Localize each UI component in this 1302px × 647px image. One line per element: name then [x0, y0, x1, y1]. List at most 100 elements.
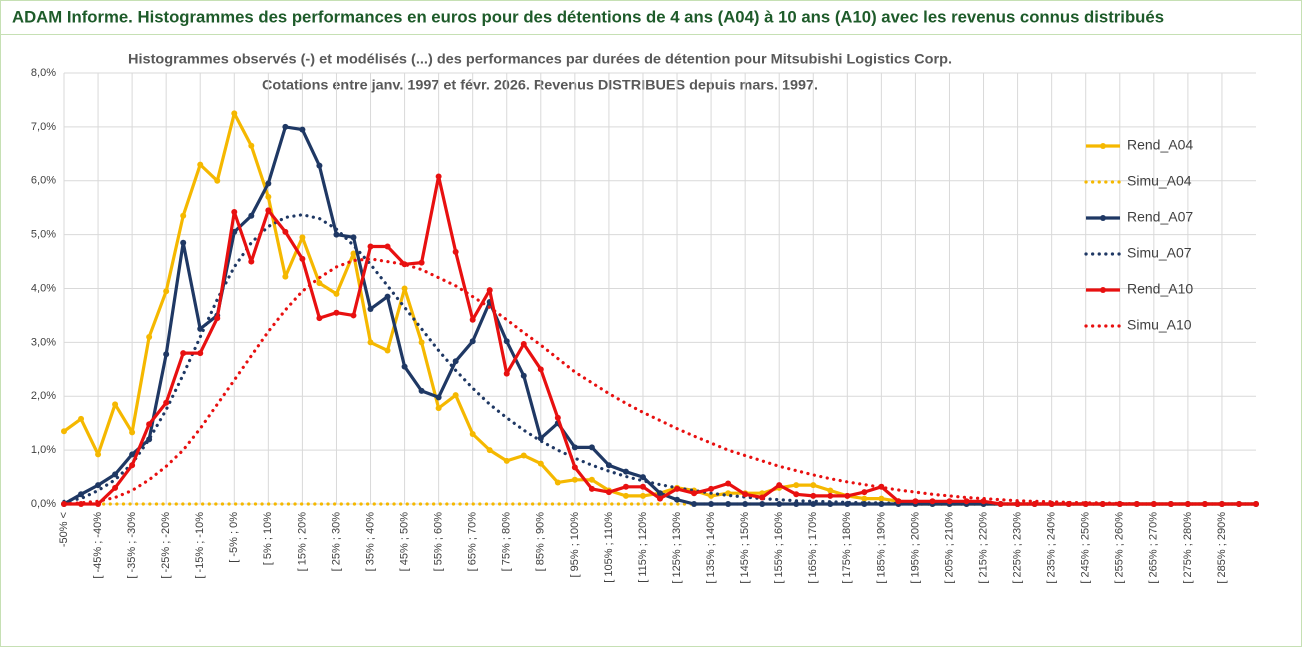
- point: [180, 239, 187, 246]
- point: [486, 447, 493, 454]
- point: [316, 315, 323, 322]
- point: [639, 492, 646, 499]
- point: [163, 399, 170, 406]
- point: [367, 243, 374, 250]
- point: [708, 492, 715, 499]
- point: [333, 290, 340, 297]
- point: [61, 428, 67, 435]
- point: [503, 370, 510, 377]
- legend-label: Simu_A10: [1127, 317, 1192, 333]
- point: [622, 483, 629, 490]
- y-tick-label: 3,0%: [31, 336, 56, 348]
- x-tick-label: [ 125% ; 130%: [671, 512, 683, 584]
- series-line: [62, 257, 1258, 506]
- point: [112, 471, 119, 478]
- y-tick-label: 0,0%: [31, 498, 56, 510]
- chart-subtitle: Cotations entre janv. 1997 et févr. 2026…: [262, 77, 818, 93]
- point: [963, 498, 970, 505]
- x-tick-label: [ 255% ; 260%: [1114, 512, 1126, 584]
- x-tick-label: [ 85% ; 90%: [535, 512, 547, 572]
- point: [112, 484, 119, 491]
- legend-label: Rend_A04: [1127, 137, 1193, 153]
- point: [129, 429, 136, 436]
- x-tick-label: [ 235% ; 240%: [1046, 512, 1058, 584]
- point: [691, 490, 698, 497]
- point: [350, 312, 357, 319]
- point: [299, 255, 306, 262]
- x-tick-label: [ 25% ; 30%: [330, 512, 342, 572]
- x-tick-label: [ 275% ; 280%: [1182, 512, 1194, 584]
- point: [180, 212, 187, 219]
- point: [639, 483, 646, 490]
- x-tick-label: [ 95% ; 100%: [569, 512, 581, 578]
- point: [588, 476, 595, 483]
- x-tick-label: [ 75% ; 80%: [501, 512, 513, 572]
- y-tick-label: 7,0%: [31, 121, 56, 133]
- point: [622, 468, 629, 475]
- point: [742, 501, 749, 507]
- point: [520, 372, 527, 379]
- x-tick-label: [ 105% ; 110%: [603, 512, 615, 583]
- point: [418, 339, 425, 346]
- legend-label: Rend_A07: [1127, 209, 1193, 225]
- point: [997, 501, 1004, 507]
- point: [95, 482, 102, 489]
- point: [776, 482, 783, 489]
- x-tick-label: [ 35% ; 40%: [364, 512, 376, 572]
- point: [95, 451, 102, 458]
- point: [657, 490, 663, 497]
- point: [742, 491, 749, 498]
- x-tick-label: [ -5% ; 0%: [228, 512, 240, 563]
- point: [384, 243, 391, 250]
- x-tick-label: [ 155% ; 160%: [773, 512, 785, 584]
- point: [316, 162, 323, 169]
- point: [214, 315, 221, 322]
- point: [537, 435, 544, 442]
- point: [929, 498, 936, 505]
- point: [452, 392, 459, 399]
- point: [265, 180, 272, 187]
- point: [708, 501, 715, 507]
- point: [1014, 501, 1021, 507]
- point: [333, 309, 340, 316]
- x-tick-label: [ 115% ; 120%: [637, 512, 649, 583]
- point: [265, 207, 272, 214]
- point: [674, 496, 681, 503]
- point: [588, 444, 595, 451]
- point: [384, 293, 391, 300]
- point: [469, 430, 476, 437]
- point: [316, 280, 323, 287]
- point: [435, 173, 442, 180]
- chart-subtitle: Histogrammes observés (-) et modélisés (…: [128, 51, 952, 67]
- point: [486, 287, 493, 294]
- point: [248, 142, 255, 149]
- point: [129, 451, 136, 458]
- point: [946, 498, 953, 505]
- point: [418, 387, 425, 394]
- series-line: [62, 213, 1258, 506]
- point: [622, 492, 629, 499]
- point: [214, 177, 221, 184]
- point: [520, 340, 527, 347]
- point: [129, 462, 136, 469]
- point: [571, 444, 578, 451]
- point: [708, 485, 715, 492]
- point: [605, 489, 612, 496]
- point: [367, 339, 374, 346]
- point: [503, 457, 510, 464]
- point: [231, 208, 238, 215]
- point: [605, 462, 612, 469]
- x-tick-label: [ -15% ; -10%: [194, 512, 206, 579]
- point: [333, 231, 340, 238]
- point: [452, 248, 459, 255]
- point: [231, 110, 238, 117]
- x-tick-label: [ 165% ; 170%: [807, 512, 819, 584]
- point: [793, 491, 800, 498]
- x-tick-label: [ 245% ; 250%: [1080, 512, 1092, 584]
- legend-marker: [1100, 287, 1106, 293]
- x-tick-label: [ 265% ; 270%: [1148, 512, 1160, 584]
- y-tick-label: 2,0%: [31, 390, 56, 402]
- legend-marker: [1100, 215, 1106, 221]
- point: [793, 501, 800, 507]
